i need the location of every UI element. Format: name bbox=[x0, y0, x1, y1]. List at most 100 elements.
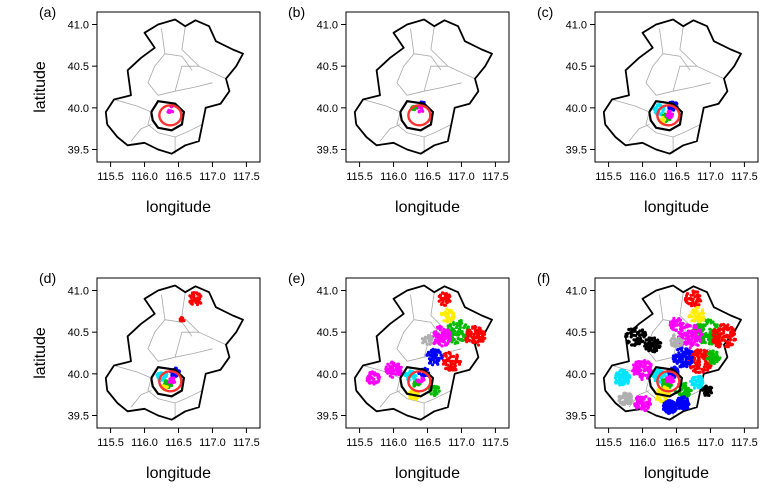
district-border bbox=[181, 292, 227, 346]
x-tick-label: 116.5 bbox=[165, 171, 192, 183]
district-border bbox=[113, 365, 152, 379]
data-point bbox=[443, 303, 447, 307]
data-point bbox=[679, 332, 683, 336]
data-point bbox=[627, 379, 631, 383]
data-point bbox=[698, 382, 702, 386]
data-point bbox=[631, 329, 635, 333]
data-point bbox=[708, 354, 713, 358]
data-point bbox=[447, 356, 451, 360]
data-point bbox=[692, 332, 696, 336]
data-point bbox=[189, 295, 193, 299]
data-point bbox=[691, 293, 695, 297]
data-point bbox=[647, 338, 651, 342]
data-point bbox=[685, 348, 689, 353]
data-point bbox=[614, 381, 618, 385]
x-tick-label: 116.5 bbox=[414, 437, 441, 449]
y-tick-label: 41.0 bbox=[566, 286, 587, 298]
data-point bbox=[446, 299, 450, 303]
x-axis-label: longitude bbox=[395, 199, 460, 216]
data-point bbox=[441, 300, 445, 304]
data-point bbox=[170, 110, 175, 114]
data-point bbox=[443, 332, 447, 336]
data-point bbox=[390, 375, 394, 379]
data-point bbox=[470, 335, 474, 339]
x-tick-label: 117.5 bbox=[482, 437, 509, 449]
y-tick-label: 39.5 bbox=[317, 145, 338, 157]
data-point bbox=[189, 299, 194, 303]
data-point bbox=[673, 407, 677, 411]
data-point bbox=[454, 340, 459, 344]
district-border bbox=[645, 111, 701, 138]
district-border bbox=[396, 28, 415, 83]
y-tick-label: 40.5 bbox=[317, 61, 338, 73]
data-point bbox=[623, 372, 627, 377]
data-point bbox=[637, 339, 641, 343]
data-point bbox=[429, 392, 433, 396]
data-point bbox=[428, 342, 432, 346]
data-point bbox=[427, 336, 431, 340]
data-point bbox=[442, 352, 447, 356]
data-point bbox=[434, 353, 438, 357]
data-point bbox=[428, 360, 432, 365]
data-point bbox=[190, 302, 194, 306]
data-point bbox=[456, 324, 460, 328]
y-tick-label: 40.0 bbox=[566, 369, 587, 381]
data-point bbox=[436, 386, 440, 390]
data-point bbox=[417, 109, 421, 113]
district-border bbox=[628, 124, 650, 142]
data-point bbox=[196, 296, 200, 300]
y-axis-label: latitude bbox=[32, 327, 49, 379]
data-point bbox=[685, 292, 690, 296]
data-point bbox=[730, 329, 734, 333]
data-point bbox=[634, 396, 639, 400]
data-point bbox=[446, 328, 450, 332]
data-point bbox=[616, 379, 621, 383]
data-point bbox=[670, 410, 674, 414]
data-point bbox=[465, 330, 469, 334]
data-point bbox=[164, 385, 168, 389]
data-point bbox=[695, 317, 699, 321]
data-point bbox=[673, 337, 677, 341]
data-point bbox=[636, 331, 640, 335]
data-point bbox=[725, 342, 730, 346]
data-point bbox=[653, 343, 658, 347]
district-border bbox=[628, 390, 650, 408]
data-point bbox=[711, 352, 715, 356]
map-area bbox=[104, 18, 244, 155]
data-point bbox=[437, 337, 441, 341]
panel-c: (c) 115.5 116.0 116.5 117.0 117.5 39.5 40.0 40.5… bbox=[537, 4, 759, 216]
data-point bbox=[445, 335, 449, 339]
data-point bbox=[387, 367, 391, 371]
data-point bbox=[458, 323, 462, 327]
data-point bbox=[676, 399, 680, 403]
district-border bbox=[113, 99, 152, 113]
beijing-outline bbox=[353, 284, 493, 421]
data-point bbox=[715, 356, 720, 360]
x-tick-label: 115.5 bbox=[97, 171, 124, 183]
data-point bbox=[692, 364, 696, 368]
data-point bbox=[198, 293, 202, 298]
district-border bbox=[147, 82, 213, 96]
y-tick-label: 39.5 bbox=[68, 145, 89, 157]
y-tick-label: 39.5 bbox=[566, 145, 587, 157]
data-point bbox=[389, 371, 393, 375]
x-tick-label: 116.0 bbox=[380, 437, 407, 449]
data-point bbox=[405, 373, 409, 377]
panel-f: (f) 115.5 116.0 116.5 117.0 117.5 39.5 40.0 40.5… bbox=[537, 270, 759, 482]
district-border bbox=[164, 53, 193, 71]
city-boundary bbox=[399, 100, 435, 132]
y-tick-label: 40.0 bbox=[317, 103, 338, 115]
data-point bbox=[709, 360, 713, 364]
data-point bbox=[626, 402, 630, 406]
data-point bbox=[637, 362, 642, 367]
data-point bbox=[650, 338, 654, 342]
district-border bbox=[396, 294, 415, 349]
y-tick-label: 41.0 bbox=[68, 286, 89, 298]
x-tick-label: 115.5 bbox=[346, 437, 373, 449]
data-point bbox=[445, 307, 449, 311]
data-point bbox=[685, 397, 689, 401]
data-point bbox=[193, 298, 197, 302]
data-point bbox=[708, 351, 712, 355]
district-border bbox=[147, 348, 213, 362]
